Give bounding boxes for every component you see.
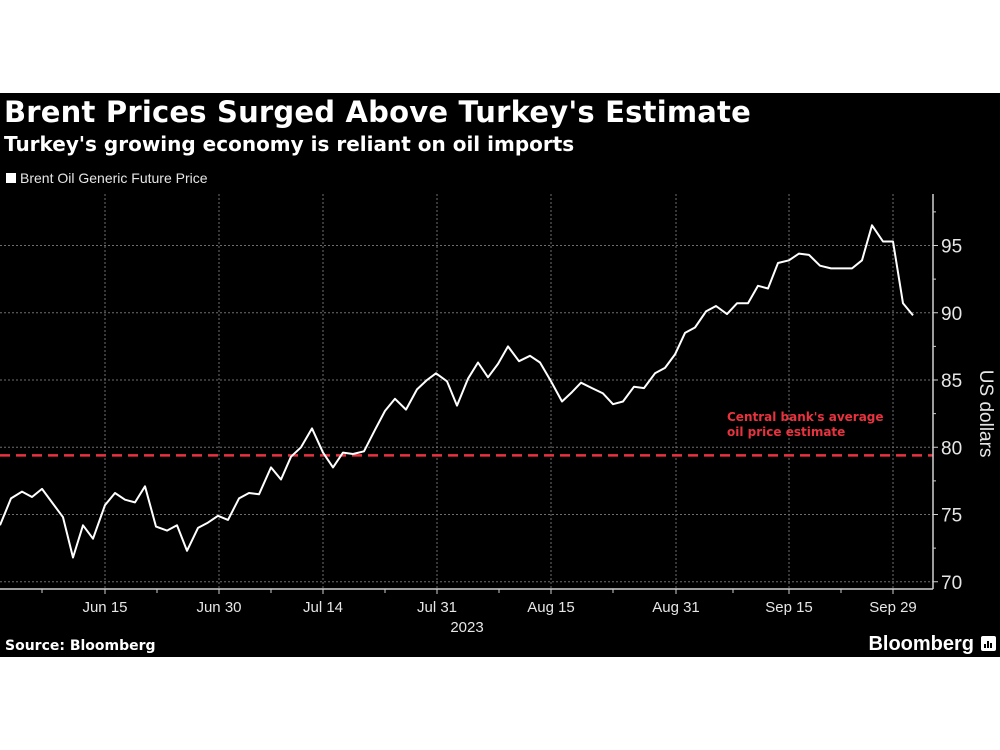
legend-label: Brent Oil Generic Future Price — [20, 170, 208, 186]
svg-text:70: 70 — [941, 573, 962, 594]
annotation-line-2: oil price estimate — [727, 425, 845, 439]
svg-text:95: 95 — [941, 237, 962, 258]
svg-text:Jun 15: Jun 15 — [82, 599, 127, 616]
svg-text:90: 90 — [941, 304, 962, 325]
line-chart: Central bank's average oil price estimat… — [0, 194, 996, 636]
chart-subtitle: Turkey's growing economy is reliant on o… — [4, 132, 575, 156]
svg-text:85: 85 — [941, 371, 962, 392]
svg-text:Aug 31: Aug 31 — [652, 599, 700, 616]
svg-text:Jun 30: Jun 30 — [196, 599, 241, 616]
gridlines — [0, 194, 933, 589]
svg-text:Aug 15: Aug 15 — [527, 599, 575, 616]
price-line — [0, 224, 914, 559]
y-axis-label: US dollars — [975, 370, 996, 458]
svg-text:80: 80 — [941, 438, 962, 459]
svg-text:Jul 31: Jul 31 — [417, 599, 457, 616]
legend-swatch-icon — [6, 173, 16, 183]
x-axis-year-label: 2023 — [450, 619, 483, 636]
svg-text:75: 75 — [941, 506, 962, 527]
annotation-line-1: Central bank's average — [727, 410, 884, 424]
axes: Jun 15 Jun 30 Jul 14 Jul 31 Aug 15 Aug 31 Sep … — [0, 194, 962, 616]
svg-text:Sep 15: Sep 15 — [765, 599, 813, 616]
chart-title: Brent Prices Surged Above Turkey's Estim… — [4, 95, 751, 129]
bloomberg-chart-icon — [981, 636, 996, 651]
svg-text:Sep 29: Sep 29 — [869, 599, 917, 616]
chart-panel: Brent Prices Surged Above Turkey's Estim… — [0, 93, 1000, 657]
svg-text:Jul 14: Jul 14 — [303, 599, 343, 616]
legend: Brent Oil Generic Future Price — [6, 170, 208, 186]
source-note: Source: Bloomberg — [5, 638, 156, 654]
bloomberg-logo: Bloomberg — [868, 633, 974, 655]
